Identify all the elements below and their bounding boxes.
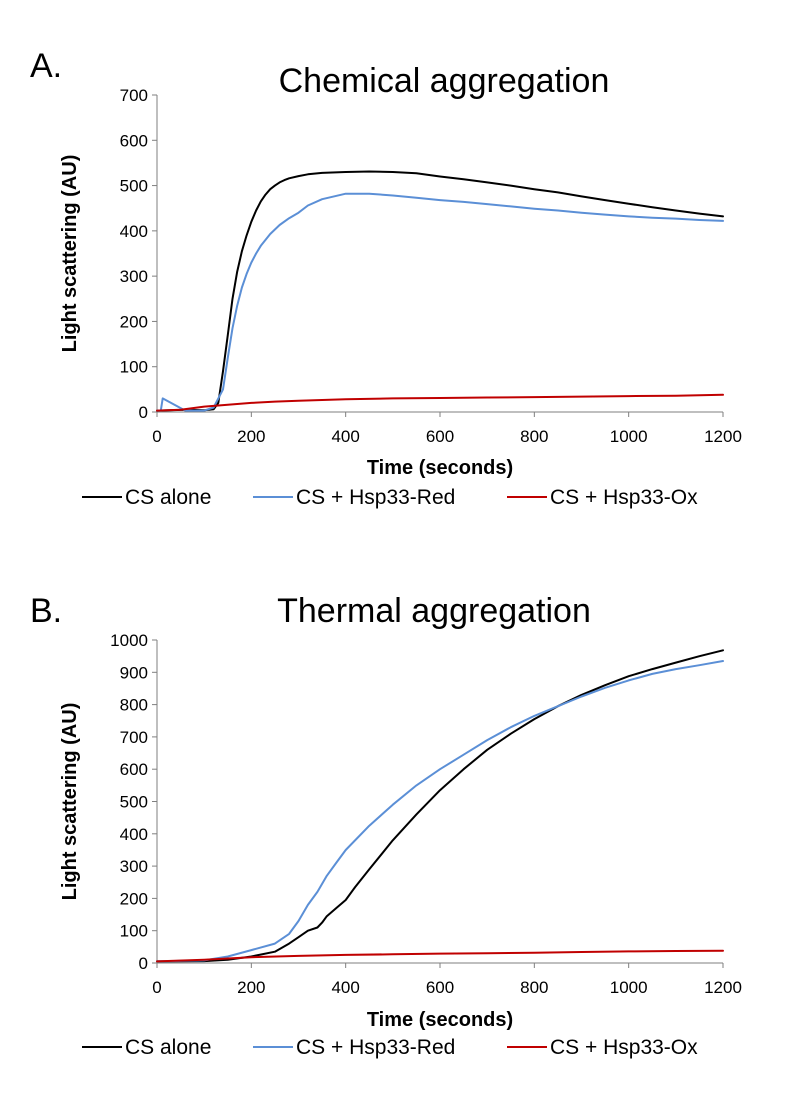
y-tick-label: 500: [120, 793, 148, 812]
x-tick-label: 1000: [610, 978, 648, 997]
y-tick-label: 900: [120, 663, 148, 682]
y-tick-label: 700: [120, 728, 148, 747]
x-tick-label: 0: [152, 978, 161, 997]
x-tick-label: 600: [426, 427, 454, 446]
y-tick-label: 600: [120, 131, 148, 150]
panel-label: A.: [30, 47, 62, 85]
y-tick-label: 200: [120, 312, 148, 331]
x-tick-label: 1200: [704, 978, 742, 997]
chart-title: Thermal aggregation: [277, 592, 591, 630]
legend-label: CS alone: [125, 1036, 211, 1059]
x-tick-label: 400: [331, 427, 359, 446]
series-line-cs-hsp33-ox: [156, 949, 724, 963]
y-tick-label: 700: [120, 86, 148, 105]
legend-label: CS + Hsp33-Ox: [550, 486, 698, 509]
x-tick-label: 600: [426, 978, 454, 997]
x-tick-label: 1200: [704, 427, 742, 446]
y-axis-title: Light scattering (AU): [59, 155, 81, 353]
legend-label: CS alone: [125, 486, 211, 509]
legend-label: CS + Hsp33-Ox: [550, 1036, 698, 1059]
thermal-aggregation-chart: B. Thermal aggregation 0 100 200 300 400 500 600…: [30, 592, 742, 1059]
y-tick-label: 500: [120, 177, 148, 196]
y-tick-label: 200: [120, 889, 148, 908]
y-tick-label: 0: [139, 954, 148, 973]
x-axis-title: Time (seconds): [367, 1009, 513, 1031]
y-tick-label: 100: [120, 922, 148, 941]
chemical-aggregation-chart: A. Chemical aggregation 0 100 200 300 400 500 60…: [30, 47, 742, 509]
y-tick-label: 300: [120, 267, 148, 286]
y-tick-label: 400: [120, 825, 148, 844]
y-tick-label: 300: [120, 857, 148, 876]
y-tick-label: 400: [120, 222, 148, 241]
y-tick-label: 1000: [110, 631, 148, 650]
panel-label: B.: [30, 592, 62, 630]
series-line-cs-alone: [156, 170, 724, 412]
x-tick-label: 200: [237, 427, 265, 446]
y-axis-title: Light scattering (AU): [59, 703, 81, 901]
x-tick-label: 200: [237, 978, 265, 997]
legend-label: CS + Hsp33-Red: [296, 1036, 455, 1059]
x-tick-label: 0: [152, 427, 161, 446]
series-line-cs-hsp33-ox: [156, 393, 724, 412]
y-tick-label: 100: [120, 358, 148, 377]
series-line-cs-hsp33-red: [156, 660, 724, 963]
legend-label: CS + Hsp33-Red: [296, 486, 455, 509]
x-tick-label: 800: [520, 978, 548, 997]
x-axis-title: Time (seconds): [367, 457, 513, 479]
x-tick-label: 1000: [610, 427, 648, 446]
series-line-cs-alone: [156, 649, 724, 963]
x-tick-label: 400: [331, 978, 359, 997]
x-tick-label: 800: [520, 427, 548, 446]
y-tick-label: 800: [120, 696, 148, 715]
chart-title: Chemical aggregation: [279, 62, 610, 100]
y-tick-label: 0: [139, 403, 148, 422]
y-tick-label: 600: [120, 760, 148, 779]
series-line-cs-hsp33-red: [156, 192, 724, 412]
